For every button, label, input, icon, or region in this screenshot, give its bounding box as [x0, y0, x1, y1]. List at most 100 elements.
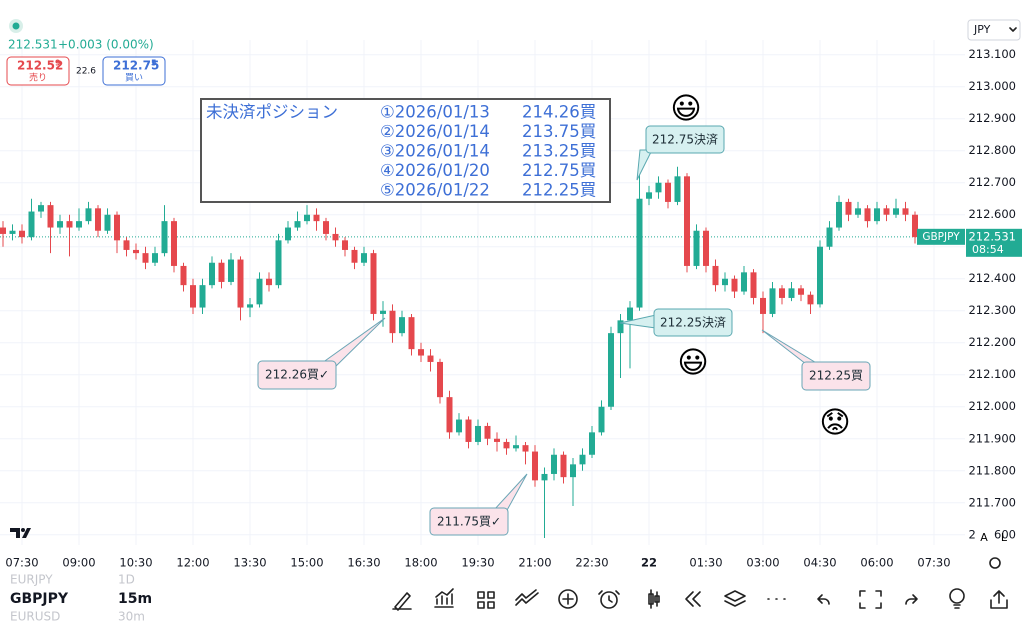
x-tick-label: 06:00 [860, 556, 893, 570]
candle-body [494, 438, 500, 442]
price-change: +0.003 (0.00%) [58, 38, 154, 52]
y-tick-label: 211.700 [968, 495, 1016, 509]
watch-symbol[interactable]: GBPJPY [10, 591, 69, 607]
watch-symbol[interactable]: EURUSD [10, 610, 60, 624]
x-tick-label: 07:30 [5, 556, 38, 570]
spread: 22.6 [76, 67, 96, 77]
candle-body [85, 208, 92, 222]
undo-icon[interactable] [817, 594, 830, 605]
toolbar [392, 588, 1008, 611]
candle-body [161, 221, 168, 254]
compare-icon[interactable] [515, 589, 539, 606]
alert-icon[interactable] [600, 591, 618, 609]
candle-body [47, 205, 54, 228]
position-price: 212.25買 [522, 181, 596, 200]
draw-icon[interactable] [392, 592, 412, 611]
candle-body [855, 208, 861, 215]
candle-body [389, 310, 396, 334]
auto-button[interactable] [975, 530, 993, 546]
last-price: 212.531 [8, 38, 58, 52]
candle-body [598, 406, 605, 433]
y-tick-label: 212.400 [968, 271, 1016, 285]
candle-body [893, 208, 899, 215]
candle-body [237, 259, 244, 308]
callout-pointer [619, 314, 657, 329]
callout-text: 212.75決済 [652, 132, 718, 147]
position-price: 213.75買 [522, 122, 596, 141]
candle-body [646, 192, 652, 199]
settings-icon[interactable] [989, 557, 1001, 569]
bar-type-icon[interactable] [648, 589, 660, 609]
candle-body [722, 278, 728, 286]
buy-button[interactable] [102, 56, 166, 86]
indicator-icon[interactable] [434, 588, 454, 608]
candle-body [180, 265, 187, 286]
logo-shape [10, 528, 31, 538]
emoji: 😃 [670, 92, 701, 127]
candle-body [19, 230, 25, 238]
tv-logo [10, 528, 31, 538]
y-tick-label: 213.000 [968, 79, 1016, 93]
candle-body [247, 304, 253, 308]
candle-body [836, 201, 842, 228]
candle-body [674, 176, 681, 202]
positions-items: ①2026/01/13 214.26買 ②2026/01/14 213.75買 ③202… [380, 103, 596, 200]
x-tick-label: 10:30 [119, 556, 152, 570]
candle-body [0, 227, 6, 234]
callout-pointer [636, 149, 653, 181]
candle-body [28, 211, 35, 238]
currency: JPY [973, 23, 991, 36]
candle-body [627, 307, 633, 321]
watch-symbol[interactable]: EURJPY [10, 573, 53, 587]
candle-body [712, 265, 719, 286]
candle-body [304, 214, 310, 222]
candle-body [665, 182, 671, 202]
candle-body [760, 297, 766, 314]
replay-icon[interactable] [685, 591, 701, 607]
watch-interval: 30m [118, 610, 145, 624]
callout: 212.25決済 [619, 308, 733, 337]
idea-icon[interactable] [949, 588, 965, 604]
candle-body [570, 464, 576, 478]
y-tick-label: 212.000 [968, 399, 1016, 413]
x-tick-label: 01:30 [689, 556, 722, 570]
x-tick-label: 13:30 [233, 556, 266, 570]
status-dot-core [12, 22, 20, 30]
candle-body [655, 182, 662, 193]
currency-dropdown[interactable] [967, 19, 1021, 41]
candle-body [465, 419, 472, 442]
x-tick-label: 04:30 [803, 556, 836, 570]
fullscreen-icon[interactable] [859, 590, 882, 609]
share-icon[interactable] [990, 590, 1008, 609]
candle-body [522, 445, 529, 452]
candle-body [912, 214, 918, 238]
candle-body [503, 441, 510, 449]
redo-icon[interactable] [905, 594, 918, 605]
idea-base [953, 604, 961, 609]
candle-body [190, 285, 196, 308]
position-date: ①2026/01/13 [380, 103, 490, 122]
candle-body [475, 425, 481, 442]
candle-body [608, 333, 614, 407]
candle-body [807, 294, 814, 305]
candle-body [285, 227, 291, 241]
candle-body [484, 425, 491, 439]
layers-icon[interactable] [724, 590, 746, 607]
candle-body [342, 240, 348, 250]
buy-price: 212.75 [113, 59, 159, 73]
candle-body [256, 278, 263, 305]
add-icon[interactable] [558, 589, 578, 609]
layout-icon[interactable] [477, 591, 495, 609]
position-date: ⑤2026/01/22 [380, 181, 490, 200]
candle-body [76, 221, 82, 228]
y-tick-label: 212.900 [968, 111, 1016, 125]
candle-body [437, 361, 443, 398]
y-tick-label: 212.100 [968, 367, 1016, 381]
candle-body [313, 214, 320, 222]
sell-button[interactable] [6, 56, 70, 86]
candle-body [769, 288, 776, 314]
candle-body [456, 419, 462, 433]
candle-body [427, 355, 434, 362]
candle-body [209, 262, 215, 286]
